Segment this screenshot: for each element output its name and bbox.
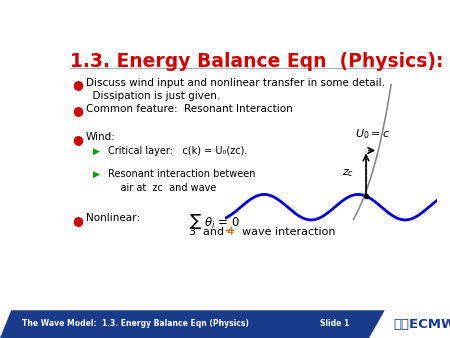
Text: Nonlinear:: Nonlinear: — [86, 213, 140, 223]
Text: Discuss wind input and nonlinear transfer in some detail.
  Dissipation is just : Discuss wind input and nonlinear transfe… — [86, 77, 385, 101]
Text: 4: 4 — [226, 227, 233, 237]
Text: 1.3. Energy Balance Eqn  (Physics):: 1.3. Energy Balance Eqn (Physics): — [70, 52, 444, 71]
Text: Slide 1: Slide 1 — [320, 319, 349, 328]
Text: Common feature:  Resonant Interaction: Common feature: Resonant Interaction — [86, 103, 292, 114]
Text: ●: ● — [72, 78, 83, 91]
Text: Wind:: Wind: — [86, 132, 116, 142]
Text: $U_0=c$: $U_0=c$ — [355, 127, 390, 141]
Text: wave interaction: wave interaction — [235, 227, 335, 237]
Text: 3  and: 3 and — [189, 227, 227, 237]
Polygon shape — [0, 310, 385, 338]
Text: ●: ● — [72, 214, 83, 227]
Text: $z_c$: $z_c$ — [342, 167, 354, 179]
Text: Resonant interaction between
    air at  zᴄ  and wave: Resonant interaction between air at zᴄ a… — [108, 169, 255, 193]
Text: $\sum\ \theta_i$ = 0: $\sum\ \theta_i$ = 0 — [189, 212, 239, 231]
Text: The Wave Model:  1.3. Energy Balance Eqn (Physics): The Wave Model: 1.3. Energy Balance Eqn … — [22, 319, 249, 328]
Text: ●: ● — [72, 104, 83, 117]
Text: ▶: ▶ — [93, 147, 100, 156]
Text: ●: ● — [72, 133, 83, 146]
Text: Critical layer:   c(k) = U₀(zᴄ).: Critical layer: c(k) = U₀(zᴄ). — [108, 146, 247, 156]
Text: ⦿⦿ECMWF: ⦿⦿ECMWF — [394, 318, 450, 331]
Text: ▶: ▶ — [93, 170, 100, 179]
